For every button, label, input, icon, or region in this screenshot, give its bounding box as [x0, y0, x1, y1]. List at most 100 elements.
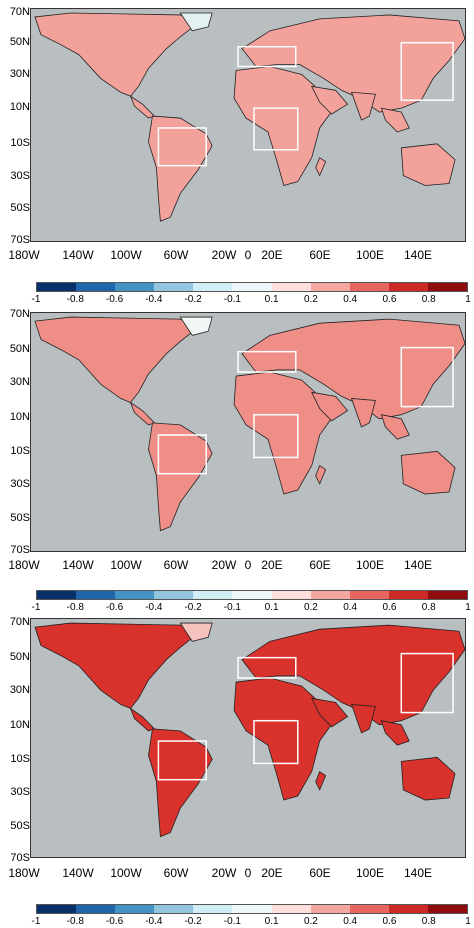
- colorbar-tick-label: 0.8: [421, 602, 436, 613]
- lon-label: 0: [244, 248, 252, 262]
- colorbar-tick-label: -1: [31, 916, 41, 927]
- lat-label: 30S: [10, 478, 30, 490]
- colorbar-tick-label: 0.1: [264, 294, 279, 305]
- colorbar-swatch: [76, 283, 116, 291]
- colorbar-ticks: -1 -0.8 -0.6 -0.4 -0.2 -0.1 0.1 0.2 0.4 0.6 0.8 1: [32, 916, 471, 928]
- colorbar-swatch: [115, 591, 155, 599]
- lat-label: 70N: [9, 6, 30, 18]
- continent-south-america: [148, 422, 213, 532]
- region-box: [157, 434, 207, 475]
- colorbar-swatch: [193, 905, 233, 913]
- colorbar-swatch: [232, 905, 272, 913]
- colorbar: [36, 590, 468, 600]
- continent-india: [350, 703, 376, 734]
- region-box: [237, 45, 297, 68]
- continent-australia: [400, 756, 456, 801]
- region-box: [253, 413, 299, 459]
- map-3: [30, 618, 466, 858]
- continent-arabia: [311, 697, 349, 728]
- colorbar-swatch: [154, 283, 194, 291]
- continent-central-america: [129, 707, 156, 732]
- colorbar: [36, 904, 468, 914]
- colorbar-tick-label: -0.4: [145, 602, 163, 613]
- lat-label: 50S: [10, 202, 30, 214]
- lat-label: 70N: [9, 616, 30, 628]
- colorbar-swatch: [310, 283, 350, 291]
- colorbar-tick-label: 1: [465, 602, 471, 613]
- colorbar-tick-label: -0.6: [105, 294, 124, 305]
- colorbar-swatch: [310, 905, 350, 913]
- lat-label: 10N: [9, 719, 30, 731]
- lon-label: 140W: [62, 866, 94, 880]
- continent-arabia: [311, 85, 349, 115]
- region-box: [157, 740, 207, 781]
- world-map-3: [34, 622, 465, 838]
- lon-label: 100E: [355, 558, 385, 572]
- colorbar-tick-label: 0.2: [303, 916, 318, 927]
- continent-africa: [233, 66, 337, 186]
- world-map-2: [34, 316, 465, 532]
- colorbar-swatch: [388, 283, 428, 291]
- colorbar-tick-label: -0.4: [145, 916, 163, 927]
- colorbar-tick-label: 0.2: [303, 294, 318, 305]
- lon-label: 100E: [355, 248, 385, 262]
- lat-label: 30N: [9, 376, 30, 388]
- colorbar-tick-label: -0.8: [66, 602, 84, 613]
- colorbar-swatch: [427, 905, 468, 913]
- colorbar-swatch: [76, 905, 116, 913]
- colorbar-swatch: [271, 905, 311, 913]
- region-box: [400, 346, 454, 408]
- colorbar-swatch: [115, 905, 155, 913]
- colorbar-tick-label: -1: [31, 294, 41, 305]
- world-map-1: [34, 12, 465, 222]
- colorbar-tick-label: 0.6: [382, 294, 397, 305]
- region-box: [157, 127, 207, 167]
- continent-madagascar: [315, 464, 327, 485]
- colorbar-ticks: -1 -0.8 -0.6 -0.4 -0.2 -0.1 0.1 0.2 0.4 0.6 0.8 1: [32, 294, 471, 306]
- lon-label: 20W: [211, 248, 237, 262]
- continent-australia: [400, 143, 456, 186]
- colorbar-swatch: [310, 591, 350, 599]
- colorbar-swatch: [271, 283, 311, 291]
- lon-label: 180W: [8, 558, 40, 572]
- lon-label: 140W: [62, 248, 94, 262]
- lon-label: 180W: [8, 866, 40, 880]
- lon-label: 0: [244, 558, 252, 572]
- colorbar-tick-label: -0.4: [145, 294, 163, 305]
- colorbar-swatch: [349, 591, 389, 599]
- colorbar-swatch: [37, 905, 77, 913]
- lat-label: 10N: [9, 101, 30, 113]
- region-box: [400, 41, 454, 101]
- colorbar-swatch: [349, 905, 389, 913]
- lon-label: 0: [244, 866, 252, 880]
- lon-label: 60W: [163, 866, 189, 880]
- colorbar-swatch: [37, 591, 77, 599]
- colorbar-tick-label: 0.4: [343, 602, 358, 613]
- lon-label: 100E: [355, 866, 385, 880]
- colorbar-swatch: [427, 591, 468, 599]
- continent-africa: [233, 371, 337, 495]
- panel-1: 70N 50N 30N 10N 10S 30S 50S 70S 180W 140…: [0, 0, 474, 305]
- lat-label: 30N: [9, 68, 30, 80]
- colorbar-swatch: [232, 283, 272, 291]
- continent-madagascar: [315, 770, 327, 791]
- lat-label: 30S: [10, 170, 30, 182]
- lon-label: 140E: [403, 558, 433, 572]
- lat-label: 50N: [9, 343, 30, 355]
- colorbar-tick-label: 0.1: [264, 916, 279, 927]
- colorbar-tick-label: 1: [465, 294, 471, 305]
- lat-label: 70N: [9, 308, 30, 320]
- map-2: [30, 312, 466, 552]
- lon-label: 60E: [309, 866, 331, 880]
- lon-label: 100W: [110, 248, 142, 262]
- colorbar-swatch: [37, 283, 77, 291]
- continent-madagascar: [315, 157, 327, 177]
- panel-3: 70N 50N 30N 10N 10S 30S 50S 70S 180W 140…: [0, 614, 474, 927]
- continent-africa: [233, 677, 337, 801]
- colorbar-tick-label: 0.2: [303, 602, 318, 613]
- colorbar-swatch: [115, 283, 155, 291]
- continent-arabia: [311, 391, 349, 422]
- colorbar-tick-label: 0.8: [421, 294, 436, 305]
- lon-label: 60E: [309, 248, 331, 262]
- lon-label: 20E: [261, 558, 283, 572]
